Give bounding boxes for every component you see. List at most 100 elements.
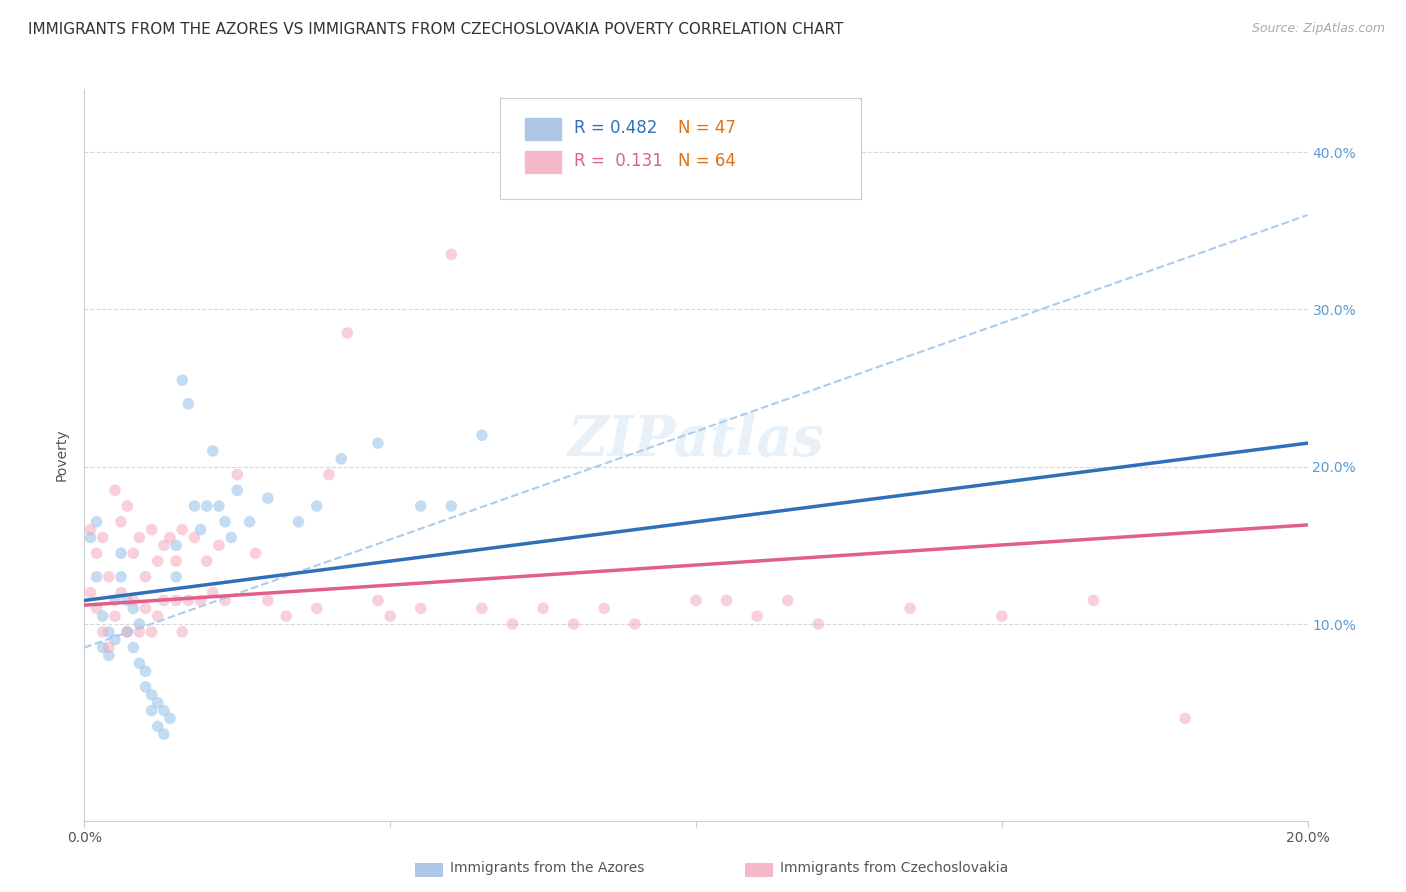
Point [440, 247, 463, 261]
Point [97, 640, 120, 655]
Point [79, 585, 101, 599]
Point [115, 499, 138, 513]
Point [195, 554, 218, 568]
Text: Immigrants from the Azores: Immigrants from the Azores [450, 861, 644, 875]
Point [807, 617, 830, 632]
Text: N = 64: N = 64 [678, 152, 735, 169]
Point [257, 593, 280, 607]
Point [201, 444, 224, 458]
Point [146, 554, 169, 568]
Point [287, 515, 309, 529]
Point [898, 601, 921, 615]
Point [716, 593, 738, 607]
Point [318, 467, 340, 482]
Point [238, 515, 260, 529]
Point [276, 609, 298, 624]
Point [991, 609, 1014, 624]
Point [141, 624, 163, 639]
Point [172, 373, 194, 387]
Point [190, 593, 212, 607]
Point [747, 609, 769, 624]
Point [104, 609, 127, 624]
Point [110, 546, 132, 560]
Point [153, 593, 176, 607]
Point [146, 719, 169, 733]
Point [1083, 593, 1105, 607]
Point [122, 546, 145, 560]
Point [226, 483, 249, 498]
Point [208, 538, 231, 552]
Point [122, 640, 145, 655]
Point [122, 593, 145, 607]
Point [97, 648, 120, 663]
Point [104, 593, 127, 607]
Point [104, 483, 127, 498]
Point [471, 601, 494, 615]
Point [219, 531, 242, 545]
Point [110, 515, 132, 529]
Point [165, 570, 187, 584]
Point [122, 601, 145, 615]
Point [153, 704, 176, 718]
Point [685, 593, 707, 607]
Point [115, 624, 138, 639]
Point [97, 570, 120, 584]
Point [245, 546, 267, 560]
Point [115, 593, 138, 607]
Point [183, 531, 205, 545]
Point [86, 546, 108, 560]
Point [141, 704, 163, 718]
Point [214, 593, 236, 607]
Point [91, 531, 114, 545]
Point [201, 585, 224, 599]
Point [91, 624, 114, 639]
Point [86, 601, 108, 615]
Point [141, 688, 163, 702]
Point [165, 538, 187, 552]
Point [135, 570, 157, 584]
Point [86, 570, 108, 584]
Point [110, 570, 132, 584]
Point [165, 593, 187, 607]
Point [226, 467, 249, 482]
Point [97, 624, 120, 639]
Point [86, 515, 108, 529]
Point [409, 499, 432, 513]
Point [153, 538, 176, 552]
Point [336, 326, 359, 340]
Point [305, 601, 328, 615]
Text: R = 0.482: R = 0.482 [574, 119, 657, 137]
Point [165, 554, 187, 568]
Y-axis label: Poverty: Poverty [55, 429, 69, 481]
Point [593, 601, 616, 615]
Point [624, 617, 647, 632]
Point [776, 593, 799, 607]
Point [110, 585, 132, 599]
Text: ZIPatlas: ZIPatlas [568, 413, 824, 467]
Point [440, 499, 463, 513]
Point [562, 617, 585, 632]
Point [208, 499, 231, 513]
Point [104, 632, 127, 647]
FancyBboxPatch shape [524, 119, 561, 140]
FancyBboxPatch shape [524, 152, 561, 173]
Text: Immigrants from Czechoslovakia: Immigrants from Czechoslovakia [780, 861, 1008, 875]
Point [91, 640, 114, 655]
Point [367, 436, 389, 450]
Text: IMMIGRANTS FROM THE AZORES VS IMMIGRANTS FROM CZECHOSLOVAKIA POVERTY CORRELATION: IMMIGRANTS FROM THE AZORES VS IMMIGRANTS… [28, 22, 844, 37]
Point [177, 593, 200, 607]
Point [153, 727, 176, 741]
Point [190, 523, 212, 537]
Point [531, 601, 554, 615]
Point [146, 696, 169, 710]
Point [128, 531, 150, 545]
Point [128, 624, 150, 639]
Point [115, 624, 138, 639]
Point [305, 499, 328, 513]
Point [330, 451, 353, 466]
Point [195, 499, 218, 513]
Point [159, 711, 181, 725]
Point [257, 491, 280, 505]
Text: Source: ZipAtlas.com: Source: ZipAtlas.com [1251, 22, 1385, 36]
Text: R =  0.131: R = 0.131 [574, 152, 662, 169]
